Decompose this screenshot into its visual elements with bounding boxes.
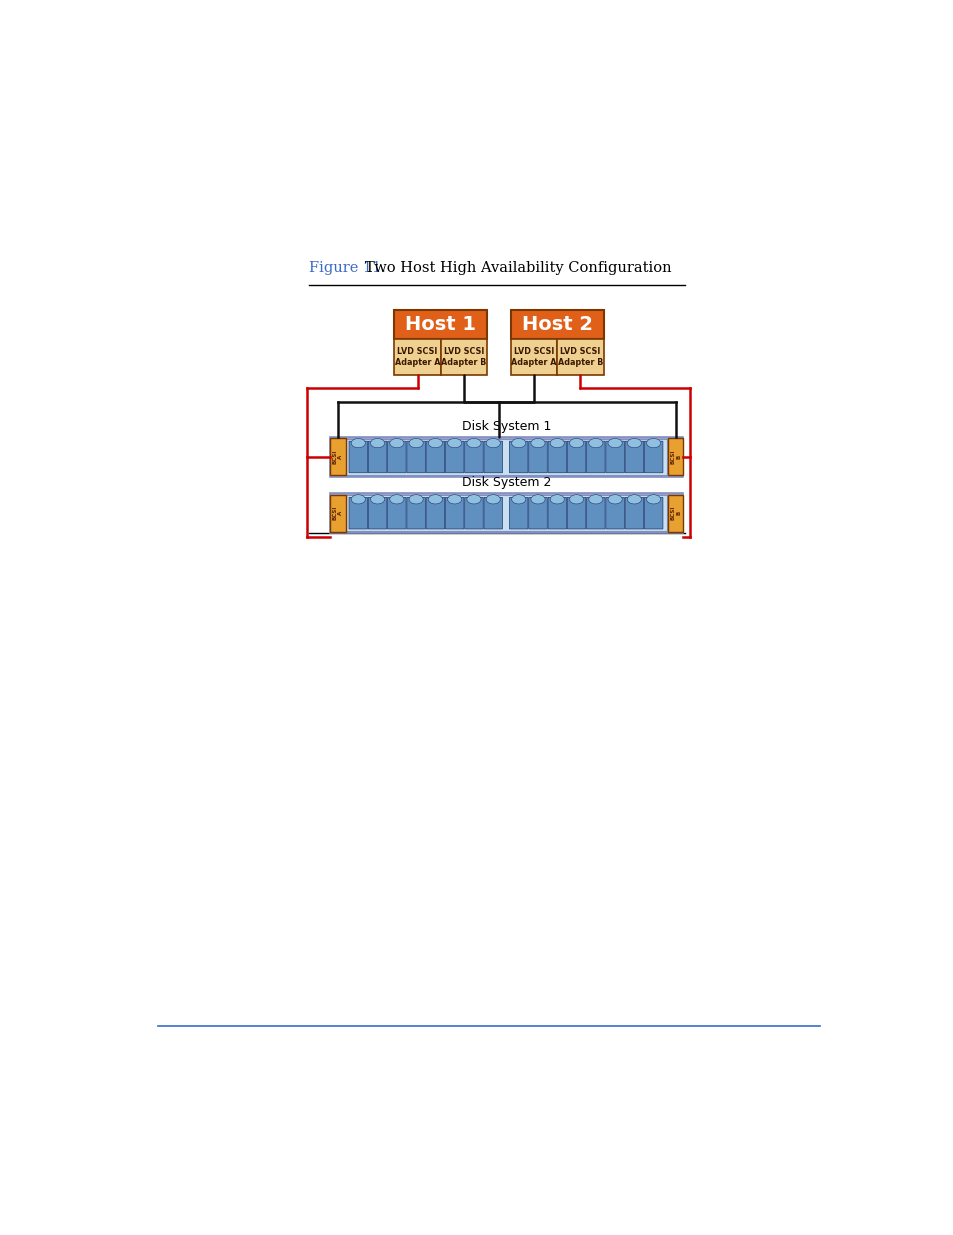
FancyBboxPatch shape [643,441,662,473]
Ellipse shape [550,495,564,504]
Text: Disk System 2: Disk System 2 [461,477,551,489]
FancyBboxPatch shape [483,441,502,473]
FancyBboxPatch shape [464,441,483,473]
Text: BCSI
B: BCSI B [670,506,680,520]
FancyBboxPatch shape [406,441,425,473]
FancyBboxPatch shape [426,441,444,473]
Ellipse shape [486,438,499,448]
Ellipse shape [466,438,480,448]
Ellipse shape [627,495,640,504]
Ellipse shape [351,495,365,504]
FancyBboxPatch shape [528,498,547,529]
Text: LVD SCSI
Adapter B: LVD SCSI Adapter B [441,347,486,367]
FancyBboxPatch shape [349,441,367,473]
Text: LVD SCSI
Adapter A: LVD SCSI Adapter A [511,347,556,367]
FancyBboxPatch shape [586,441,604,473]
Ellipse shape [351,438,365,448]
FancyBboxPatch shape [567,498,585,529]
FancyBboxPatch shape [586,498,604,529]
Text: BCSI
B: BCSI B [670,450,680,464]
FancyBboxPatch shape [368,498,386,529]
Ellipse shape [428,438,442,448]
FancyBboxPatch shape [483,498,502,529]
Ellipse shape [607,495,621,504]
Ellipse shape [447,495,461,504]
FancyBboxPatch shape [547,498,566,529]
Ellipse shape [530,495,544,504]
FancyBboxPatch shape [406,498,425,529]
Ellipse shape [646,438,660,448]
FancyBboxPatch shape [349,498,367,529]
Ellipse shape [447,438,461,448]
FancyBboxPatch shape [464,498,483,529]
Ellipse shape [569,495,583,504]
Ellipse shape [390,495,403,504]
Text: Figure 11.: Figure 11. [309,262,386,275]
FancyBboxPatch shape [624,498,643,529]
Polygon shape [510,340,557,374]
FancyBboxPatch shape [445,498,463,529]
Polygon shape [394,340,440,374]
FancyBboxPatch shape [547,441,566,473]
Ellipse shape [390,438,403,448]
Ellipse shape [627,438,640,448]
Polygon shape [346,440,666,474]
FancyBboxPatch shape [624,441,643,473]
Ellipse shape [607,438,621,448]
Ellipse shape [486,495,499,504]
Ellipse shape [588,438,602,448]
FancyBboxPatch shape [605,441,623,473]
Text: BCSI
A: BCSI A [332,450,343,464]
Polygon shape [330,438,345,475]
Polygon shape [330,493,682,534]
Polygon shape [557,340,603,374]
Ellipse shape [428,495,442,504]
Ellipse shape [409,438,423,448]
FancyBboxPatch shape [605,498,623,529]
Text: Host 2: Host 2 [521,315,592,333]
Text: Host 1: Host 1 [405,315,476,333]
Polygon shape [330,437,682,477]
Ellipse shape [466,495,480,504]
Polygon shape [394,310,487,340]
FancyBboxPatch shape [528,441,547,473]
Text: LVD SCSI
Adapter A: LVD SCSI Adapter A [395,347,440,367]
Ellipse shape [511,495,525,504]
Text: Two Host High Availability Configuration: Two Host High Availability Configuration [365,262,671,275]
Polygon shape [330,495,345,531]
FancyBboxPatch shape [426,498,444,529]
Polygon shape [440,340,487,374]
Ellipse shape [569,438,583,448]
Text: Disk System 1: Disk System 1 [461,420,551,433]
FancyBboxPatch shape [368,441,386,473]
Polygon shape [667,438,682,475]
FancyBboxPatch shape [509,498,527,529]
Ellipse shape [370,495,384,504]
Ellipse shape [511,438,525,448]
FancyBboxPatch shape [387,441,406,473]
Text: LVD SCSI
Adapter B: LVD SCSI Adapter B [558,347,602,367]
Polygon shape [510,310,603,340]
Ellipse shape [409,495,423,504]
FancyBboxPatch shape [567,441,585,473]
FancyBboxPatch shape [445,441,463,473]
Ellipse shape [646,495,660,504]
FancyBboxPatch shape [643,498,662,529]
Ellipse shape [588,495,602,504]
FancyBboxPatch shape [509,441,527,473]
FancyBboxPatch shape [387,498,406,529]
Ellipse shape [370,438,384,448]
Ellipse shape [550,438,564,448]
Text: BCSI
A: BCSI A [332,506,343,520]
Ellipse shape [530,438,544,448]
Polygon shape [346,495,666,531]
Polygon shape [667,495,682,531]
